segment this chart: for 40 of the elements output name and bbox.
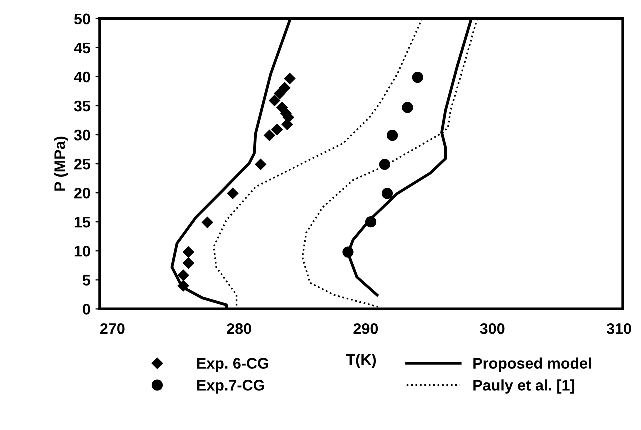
y-tick-label: 0 [83,304,90,315]
point [276,102,288,114]
y-tick-label: 40 [74,72,90,83]
x-tick-label: 270 [100,323,125,334]
y-tick-label: 45 [74,42,91,54]
x-tick-label: 290 [354,323,378,334]
y-tick-label: 50 [74,14,90,25]
x-tick-label: 280 [227,323,252,334]
y-tick-label: 30 [74,130,90,141]
point [264,130,276,142]
point [402,102,414,114]
y-tick-label: 25 [74,158,91,170]
point [183,258,194,269]
legend-label: Proposed model [474,358,592,372]
y-tick-label: 5 [82,275,91,286]
point [412,72,424,84]
x-tick-label: 310 [606,323,632,334]
x-axis-title: T(K) [346,354,376,368]
point [382,188,394,200]
point [284,73,296,84]
y-axis-title: P (MPa) [54,136,68,191]
y-tick-label: 20 [74,188,90,199]
point [279,82,291,94]
y-tick-label: 35 [74,100,91,112]
y-tick-label: 10 [74,246,90,257]
point [379,159,391,170]
point [272,124,283,136]
y-tick-label: 15 [74,217,91,228]
point [274,88,286,100]
point [269,95,280,106]
point [255,159,266,170]
x-tick-label: 300 [480,323,505,334]
point [183,246,194,258]
point [178,270,190,282]
legend-label: Pauly et al. [1] [474,380,575,394]
legend-label: Exp.7-CG [197,380,264,394]
point [202,217,214,228]
point [386,130,398,142]
point [227,188,239,200]
legend-label: Exp. 6-CG [197,358,268,372]
